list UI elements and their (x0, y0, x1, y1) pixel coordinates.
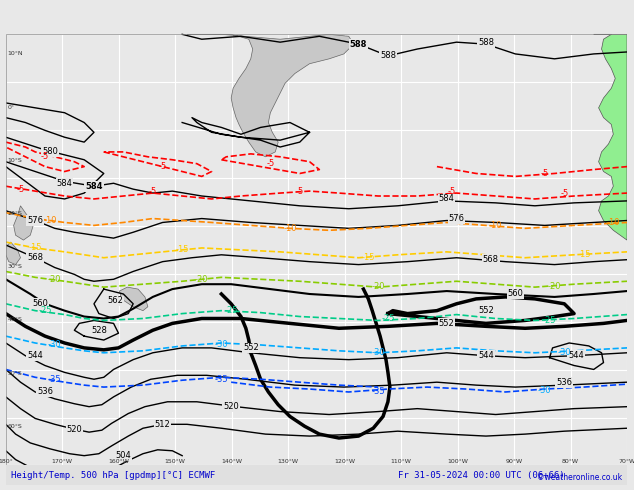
Text: 544: 544 (27, 351, 43, 360)
Text: 40°S: 40°S (8, 318, 23, 322)
Text: 552: 552 (243, 343, 259, 352)
Text: 552: 552 (439, 319, 455, 328)
Text: 562: 562 (108, 296, 124, 305)
Text: -35: -35 (48, 375, 61, 384)
Text: 560: 560 (32, 299, 48, 308)
Text: 536: 536 (37, 388, 53, 396)
Text: 10°N: 10°N (8, 51, 23, 56)
Text: -5: -5 (541, 169, 549, 178)
Text: -5: -5 (560, 189, 569, 197)
Text: -25: -25 (38, 306, 52, 315)
Text: -5: -5 (448, 187, 456, 196)
Text: 140°W: 140°W (221, 459, 242, 464)
Text: -35: -35 (372, 388, 385, 396)
Text: 544: 544 (568, 351, 584, 360)
Text: 130°W: 130°W (278, 459, 299, 464)
Text: -10: -10 (607, 218, 620, 227)
Text: -20: -20 (48, 275, 61, 284)
Text: -15: -15 (176, 245, 189, 254)
Text: 512: 512 (155, 420, 171, 429)
Text: 160°W: 160°W (108, 459, 129, 464)
Text: 588: 588 (350, 40, 367, 49)
Text: 60°S: 60°S (8, 424, 22, 429)
Text: 588: 588 (380, 51, 396, 60)
Text: 520: 520 (223, 402, 239, 411)
Polygon shape (593, 34, 627, 240)
Text: -20: -20 (195, 275, 209, 284)
Text: 50°S: 50°S (8, 370, 22, 375)
Text: -5: -5 (16, 185, 25, 194)
Text: -5: -5 (158, 162, 167, 171)
Text: 10°S: 10°S (8, 158, 22, 163)
Polygon shape (119, 287, 148, 311)
Text: -5: -5 (148, 187, 157, 196)
Text: 560: 560 (507, 290, 523, 298)
Text: Height/Temp. 500 hPa [gpdmp][°C] ECMWF: Height/Temp. 500 hPa [gpdmp][°C] ECMWF (11, 471, 215, 480)
Text: -30: -30 (538, 386, 552, 394)
Text: 576: 576 (27, 216, 43, 225)
Text: 170°W: 170°W (52, 459, 73, 464)
Text: 90°W: 90°W (505, 459, 522, 464)
Text: 504: 504 (115, 451, 131, 460)
Text: -20: -20 (548, 282, 561, 291)
Text: 580: 580 (42, 147, 58, 156)
Text: -30: -30 (557, 348, 571, 357)
Text: -5: -5 (41, 152, 49, 161)
Text: -25: -25 (224, 306, 238, 315)
Text: 110°W: 110°W (391, 459, 411, 464)
Text: -10: -10 (489, 221, 503, 230)
Text: -15: -15 (29, 244, 42, 252)
Text: 584: 584 (85, 182, 103, 191)
Text: 576: 576 (448, 214, 465, 223)
Text: 70°W: 70°W (618, 459, 634, 464)
Text: 180°: 180° (0, 459, 13, 464)
Text: -25: -25 (543, 316, 557, 325)
Text: -5: -5 (295, 187, 304, 196)
Bar (6, 34, 627, 465)
Text: 80°W: 80°W (562, 459, 579, 464)
Text: Fr 31-05-2024 00:00 UTC (06+66): Fr 31-05-2024 00:00 UTC (06+66) (398, 471, 564, 480)
Bar (6, 466, 627, 485)
Text: 584: 584 (56, 179, 72, 188)
Text: 568: 568 (27, 253, 43, 262)
Polygon shape (6, 242, 20, 265)
Text: 120°W: 120°W (334, 459, 355, 464)
Text: 536: 536 (556, 378, 573, 387)
Text: -20: -20 (372, 282, 385, 291)
Text: -15: -15 (361, 253, 375, 262)
Text: 20°S: 20°S (8, 211, 23, 216)
Text: 0°: 0° (8, 105, 15, 110)
Polygon shape (187, 34, 354, 157)
Text: 520: 520 (67, 425, 82, 434)
Text: 100°W: 100°W (447, 459, 468, 464)
Text: 568: 568 (483, 255, 499, 264)
Text: -30: -30 (214, 341, 228, 349)
Text: -15: -15 (577, 250, 591, 259)
Text: ©weatheronline.co.uk: ©weatheronline.co.uk (537, 473, 622, 482)
Text: -35: -35 (214, 375, 228, 384)
Text: -5: -5 (266, 159, 275, 168)
Text: 30°S: 30°S (8, 264, 23, 269)
Text: 584: 584 (439, 195, 455, 203)
Text: 528: 528 (91, 326, 107, 335)
Text: -10: -10 (283, 224, 297, 233)
Text: -30: -30 (48, 341, 61, 349)
Text: -10: -10 (43, 216, 56, 225)
Text: 544: 544 (478, 351, 494, 360)
Text: 552: 552 (478, 306, 494, 315)
Polygon shape (13, 206, 33, 240)
Text: 150°W: 150°W (165, 459, 186, 464)
Text: 588: 588 (478, 38, 494, 47)
Text: -30: -30 (372, 348, 385, 357)
Text: -25: -25 (381, 314, 395, 323)
Bar (6, 34, 627, 465)
